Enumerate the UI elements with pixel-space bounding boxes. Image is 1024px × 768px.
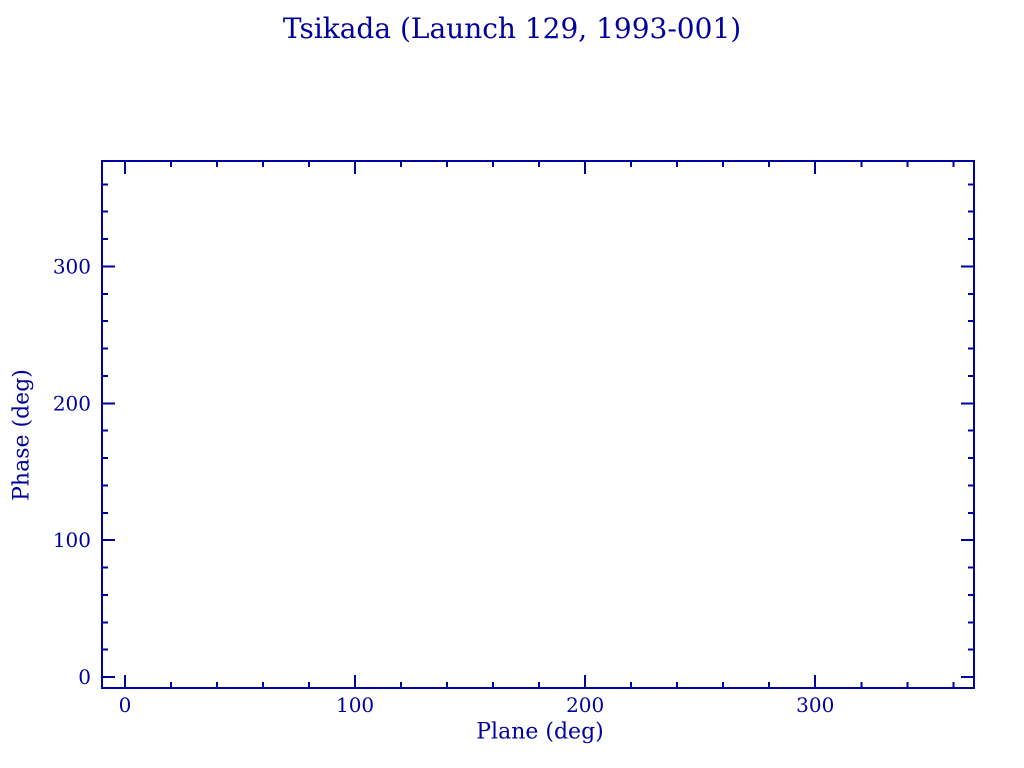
x-tick-label: 0 <box>119 693 132 717</box>
axis-tick-labels: 0 100 200 300 0 100 200 300 <box>53 254 835 717</box>
axis-ticks <box>102 161 974 688</box>
x-tick-label: 200 <box>566 693 604 717</box>
plot-frame <box>101 160 975 689</box>
y-tick-label: 0 <box>78 665 91 689</box>
x-tick-label: 300 <box>796 693 834 717</box>
y-tick-label: 200 <box>53 391 91 415</box>
x-tick-label: 100 <box>336 693 374 717</box>
y-tick-label: 100 <box>53 528 91 552</box>
x-axis-title: Plane (deg) <box>476 719 604 745</box>
chart-title: Tsikada (Launch 129, 1993-001) <box>282 12 742 45</box>
y-tick-label: 300 <box>53 254 91 278</box>
y-axis-title: Phase (deg) <box>9 369 35 501</box>
